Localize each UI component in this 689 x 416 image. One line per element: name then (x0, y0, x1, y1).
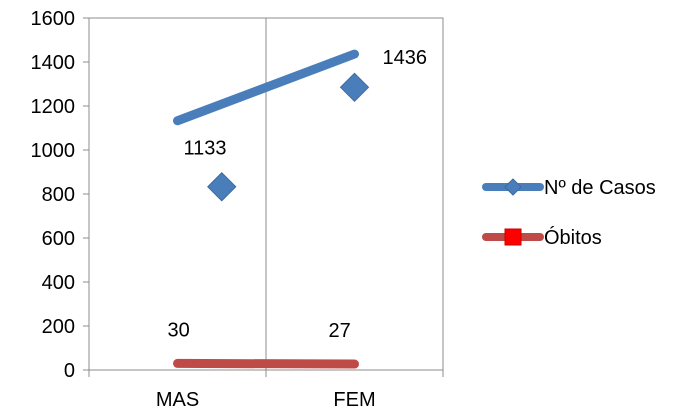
data-label: 1133 (184, 138, 227, 160)
diamond-marker (339, 72, 370, 103)
series-layer (173, 49, 370, 369)
data-label: 30 (168, 319, 190, 341)
legend-diamond-icon (504, 178, 522, 196)
legend-square-icon (504, 228, 522, 246)
data-labels: 1133 1436 30 27 (168, 47, 428, 342)
y-tick-label: 800 (42, 184, 75, 206)
y-tick-label: 1600 (31, 8, 76, 30)
legend-label: Nº de Casos (544, 177, 656, 199)
diamond-marker (207, 172, 237, 202)
series-line-casos (173, 49, 359, 126)
data-label: 1436 (383, 47, 428, 69)
series-line-obitos (173, 358, 359, 369)
y-tick-label: 1200 (31, 96, 76, 118)
x-axis: MAS FEM (88, 370, 444, 411)
y-tick-label: 200 (42, 316, 75, 338)
data-label: 27 (329, 320, 351, 342)
legend-label: Óbitos (544, 226, 602, 249)
x-category-label: FEM (333, 389, 375, 411)
y-axis: 0 200 400 600 800 1000 1200 1400 1600 (31, 8, 89, 382)
y-tick-label: 400 (42, 272, 75, 294)
legend: Nº de Casos Óbitos (482, 177, 656, 249)
y-tick-label: 0 (64, 360, 75, 382)
y-tick-label: 1400 (31, 52, 76, 74)
x-category-label: MAS (156, 389, 199, 411)
y-tick-label: 1000 (31, 140, 76, 162)
y-tick-label: 600 (42, 228, 75, 250)
